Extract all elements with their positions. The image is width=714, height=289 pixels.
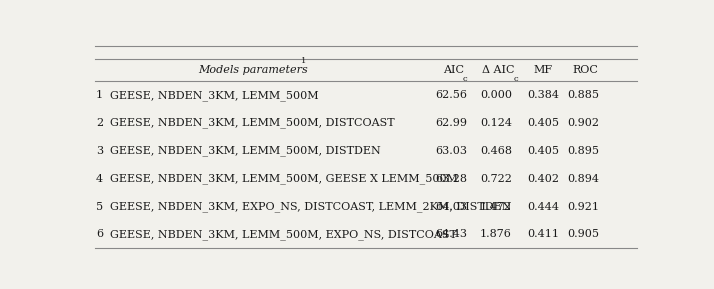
Text: 64.43: 64.43 xyxy=(436,229,468,239)
Text: 0.902: 0.902 xyxy=(568,118,599,128)
Text: c: c xyxy=(463,75,468,83)
Text: 0.722: 0.722 xyxy=(480,174,512,184)
Text: 0.468: 0.468 xyxy=(480,146,512,156)
Text: GEESE, NBDEN_3KM, LEMM_500M, DISTDEN: GEESE, NBDEN_3KM, LEMM_500M, DISTDEN xyxy=(110,146,381,156)
Text: 0.411: 0.411 xyxy=(527,229,559,239)
Text: 0.905: 0.905 xyxy=(568,229,599,239)
Text: 0.444: 0.444 xyxy=(527,202,559,212)
Text: AIC: AIC xyxy=(443,65,464,75)
Text: ROC: ROC xyxy=(573,65,598,75)
Text: 0.384: 0.384 xyxy=(527,90,559,100)
Text: 0.000: 0.000 xyxy=(480,90,512,100)
Text: Δ AIC: Δ AIC xyxy=(483,65,515,75)
Text: 5: 5 xyxy=(96,202,103,212)
Text: 1: 1 xyxy=(301,58,306,65)
Text: 3: 3 xyxy=(96,146,103,156)
Text: 64.03: 64.03 xyxy=(436,202,468,212)
Text: 0.402: 0.402 xyxy=(527,174,559,184)
Text: GEESE, NBDEN_3KM, EXPO_NS, DISTCOAST, LEMM_2KM, DISTDEN: GEESE, NBDEN_3KM, EXPO_NS, DISTCOAST, LE… xyxy=(110,201,512,212)
Text: GEESE, NBDEN_3KM, LEMM_500M, EXPO_NS, DISTCOAST: GEESE, NBDEN_3KM, LEMM_500M, EXPO_NS, DI… xyxy=(110,229,457,240)
Text: 63.28: 63.28 xyxy=(436,174,468,184)
Text: 1.876: 1.876 xyxy=(480,229,512,239)
Text: 2: 2 xyxy=(96,118,103,128)
Text: GEESE, NBDEN_3KM, LEMM_500M: GEESE, NBDEN_3KM, LEMM_500M xyxy=(110,90,319,101)
Text: c: c xyxy=(513,75,518,83)
Text: 0.405: 0.405 xyxy=(527,146,559,156)
Text: MF: MF xyxy=(533,65,553,75)
Text: 0.895: 0.895 xyxy=(568,146,599,156)
Text: GEESE, NBDEN_3KM, LEMM_500M, GEESE X LEMM_500M: GEESE, NBDEN_3KM, LEMM_500M, GEESE X LEM… xyxy=(110,173,458,184)
Text: 0.405: 0.405 xyxy=(527,118,559,128)
Text: 6: 6 xyxy=(96,229,103,239)
Text: 4: 4 xyxy=(96,174,103,184)
Text: 0.885: 0.885 xyxy=(568,90,599,100)
Text: 0.124: 0.124 xyxy=(480,118,512,128)
Text: 0.921: 0.921 xyxy=(568,202,599,212)
Text: 1: 1 xyxy=(96,90,103,100)
Text: 62.56: 62.56 xyxy=(436,90,468,100)
Text: GEESE, NBDEN_3KM, LEMM_500M, DISTCOAST: GEESE, NBDEN_3KM, LEMM_500M, DISTCOAST xyxy=(110,118,395,129)
Text: Models parameters: Models parameters xyxy=(198,65,312,75)
Text: 1.472: 1.472 xyxy=(480,202,512,212)
Text: 0.894: 0.894 xyxy=(568,174,599,184)
Text: 62.99: 62.99 xyxy=(436,118,468,128)
Text: 63.03: 63.03 xyxy=(436,146,468,156)
